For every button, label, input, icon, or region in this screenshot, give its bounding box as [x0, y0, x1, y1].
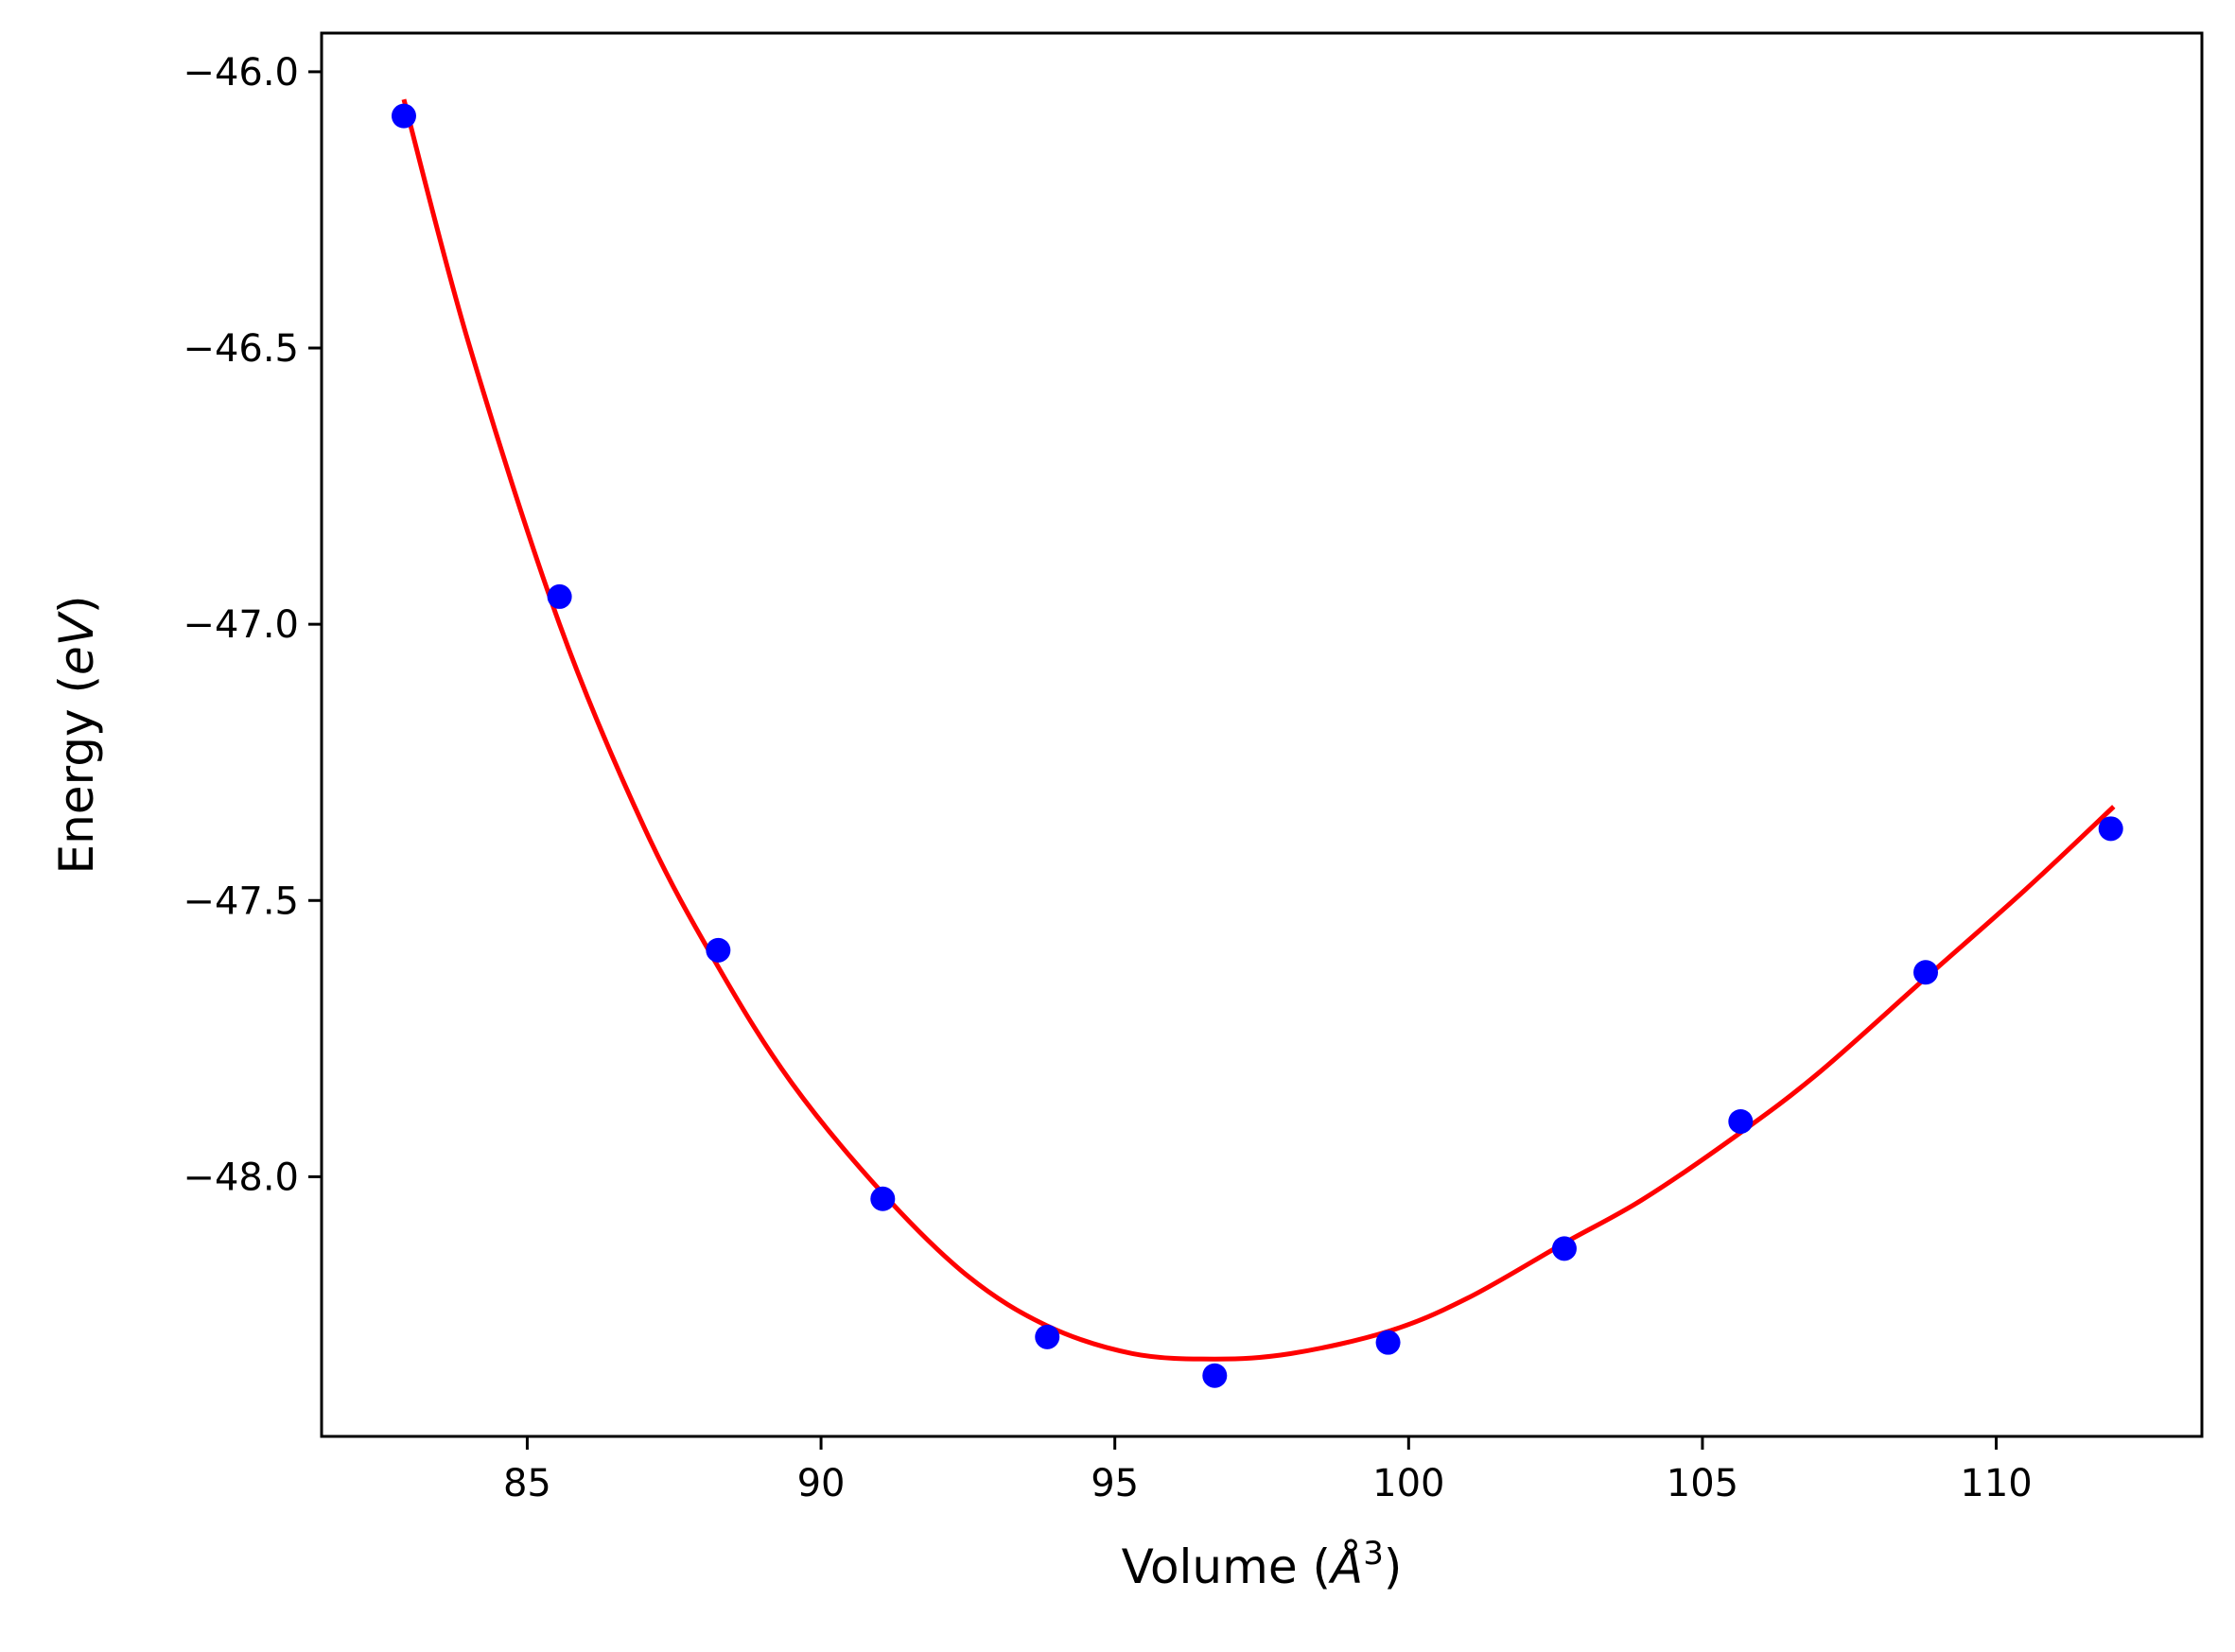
- fit-curve-layer: [401, 98, 2116, 1362]
- data-point: [391, 103, 416, 129]
- fit-curve-line: [401, 98, 2116, 1362]
- data-point: [870, 1186, 896, 1211]
- y-tick-label: −47.5: [183, 879, 299, 923]
- y-tick-label: −46.0: [183, 51, 299, 95]
- y-tick-label: −46.5: [183, 327, 299, 371]
- x-tick-label: 100: [1372, 1462, 1444, 1505]
- data-point: [1913, 960, 1939, 985]
- data-point: [1375, 1330, 1401, 1355]
- data-point: [706, 937, 731, 963]
- y-axis-ticks: −46.0 −46.5 −47.0 −47.5 −48.0: [183, 51, 322, 1199]
- x-tick-label: 85: [503, 1462, 551, 1505]
- data-point: [1202, 1363, 1228, 1388]
- y-tick-label: −48.0: [183, 1156, 299, 1199]
- x-tick-label: 105: [1667, 1462, 1738, 1505]
- x-axis-ticks: 85 90 95 100 105 110: [503, 1436, 2033, 1505]
- data-point: [1728, 1108, 1754, 1134]
- plot-area: [322, 33, 2202, 1436]
- data-points-layer: [391, 103, 2123, 1388]
- x-tick-label: 110: [1960, 1462, 2032, 1505]
- data-point: [1551, 1236, 1577, 1261]
- data-point: [547, 583, 572, 609]
- x-tick-label: 95: [1091, 1462, 1139, 1505]
- data-point: [1035, 1324, 1060, 1349]
- y-axis-label: Energy (eV): [49, 596, 104, 875]
- data-point: [2098, 816, 2123, 842]
- x-axis-label: Volume (Å3): [1122, 1535, 1403, 1594]
- y-tick-label: −47.0: [183, 603, 299, 647]
- plot-frame: [320, 31, 2204, 1438]
- x-tick-label: 90: [797, 1462, 846, 1505]
